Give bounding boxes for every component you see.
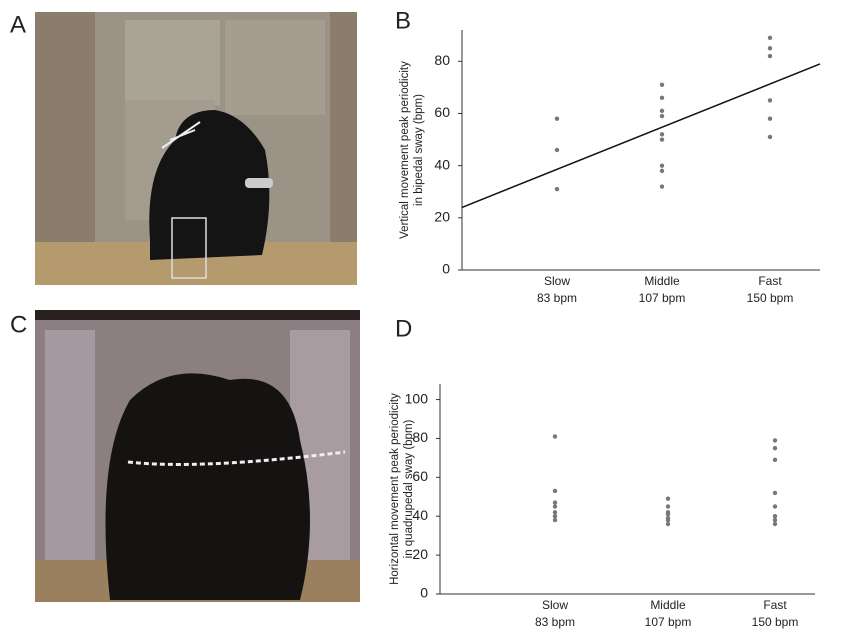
point — [659, 82, 665, 87]
point — [659, 108, 665, 114]
point — [554, 186, 560, 192]
point — [767, 116, 773, 121]
point — [552, 504, 558, 509]
point — [552, 517, 558, 523]
point — [772, 521, 778, 527]
point — [552, 500, 558, 505]
point — [767, 98, 773, 103]
point — [665, 496, 671, 501]
panel-label: A — [10, 11, 26, 38]
point — [772, 445, 778, 451]
x-tick-label: Slow — [544, 274, 570, 288]
point — [659, 184, 665, 189]
point — [665, 521, 671, 527]
y-axis-label: Vertical movement peak periodicity — [399, 61, 411, 239]
point — [772, 438, 778, 443]
y-tick-label: 0 — [442, 261, 450, 277]
y-tick-label: 100 — [405, 390, 429, 406]
y-tick-label: 80 — [412, 429, 428, 445]
x-tick-sublabel: 150 bpm — [747, 291, 794, 305]
point — [767, 46, 773, 51]
x-tick-sublabel: 107 bpm — [645, 615, 692, 629]
point — [659, 95, 665, 101]
x-tick-sublabel: 83 bpm — [535, 615, 575, 629]
point — [659, 113, 665, 119]
x-tick-label: Slow — [542, 598, 568, 612]
x-tick-label: Fast — [758, 274, 782, 288]
x-tick-label: Middle — [644, 274, 680, 288]
y-tick-label: 40 — [412, 507, 428, 523]
point — [772, 457, 778, 463]
y-tick-label: 20 — [434, 209, 450, 225]
trend-line — [461, 63, 821, 209]
point — [659, 137, 665, 142]
photo-c — [35, 310, 360, 602]
point — [659, 132, 665, 137]
point — [552, 488, 558, 494]
point — [767, 53, 773, 59]
point — [665, 517, 671, 523]
y-tick-label: 60 — [412, 468, 428, 484]
point — [659, 168, 665, 174]
panel-label: D — [395, 315, 412, 342]
y-axis-label: Horizontal movement peak periodicity — [389, 393, 401, 585]
point — [554, 147, 560, 153]
point — [552, 514, 558, 519]
y-axis-label: in bipedal sway (bpm) — [413, 94, 425, 206]
panel-label: C — [10, 311, 27, 338]
point — [554, 116, 560, 121]
point — [552, 434, 558, 439]
point — [767, 35, 773, 41]
photo-a — [35, 12, 357, 285]
point — [665, 512, 671, 517]
x-tick-sublabel: 83 bpm — [537, 291, 577, 305]
y-tick-label: 0 — [420, 585, 428, 601]
y-tick-label: 40 — [434, 156, 450, 172]
point — [772, 514, 778, 519]
point — [767, 134, 773, 140]
y-tick-label: 20 — [412, 546, 428, 562]
x-tick-sublabel: 107 bpm — [639, 291, 686, 305]
point — [665, 504, 671, 509]
y-axis-label: in quadrupedal sway (bpm) — [403, 419, 415, 558]
x-tick-label: Middle — [650, 598, 686, 612]
point — [772, 490, 778, 496]
y-tick-label: 80 — [434, 52, 450, 68]
x-tick-sublabel: 150 bpm — [752, 615, 799, 629]
y-tick-label: 60 — [434, 104, 450, 120]
point — [552, 510, 558, 515]
x-tick-label: Fast — [763, 598, 787, 612]
point — [659, 163, 665, 168]
point — [772, 517, 778, 523]
point — [772, 504, 778, 509]
panel-label: B — [395, 7, 411, 34]
